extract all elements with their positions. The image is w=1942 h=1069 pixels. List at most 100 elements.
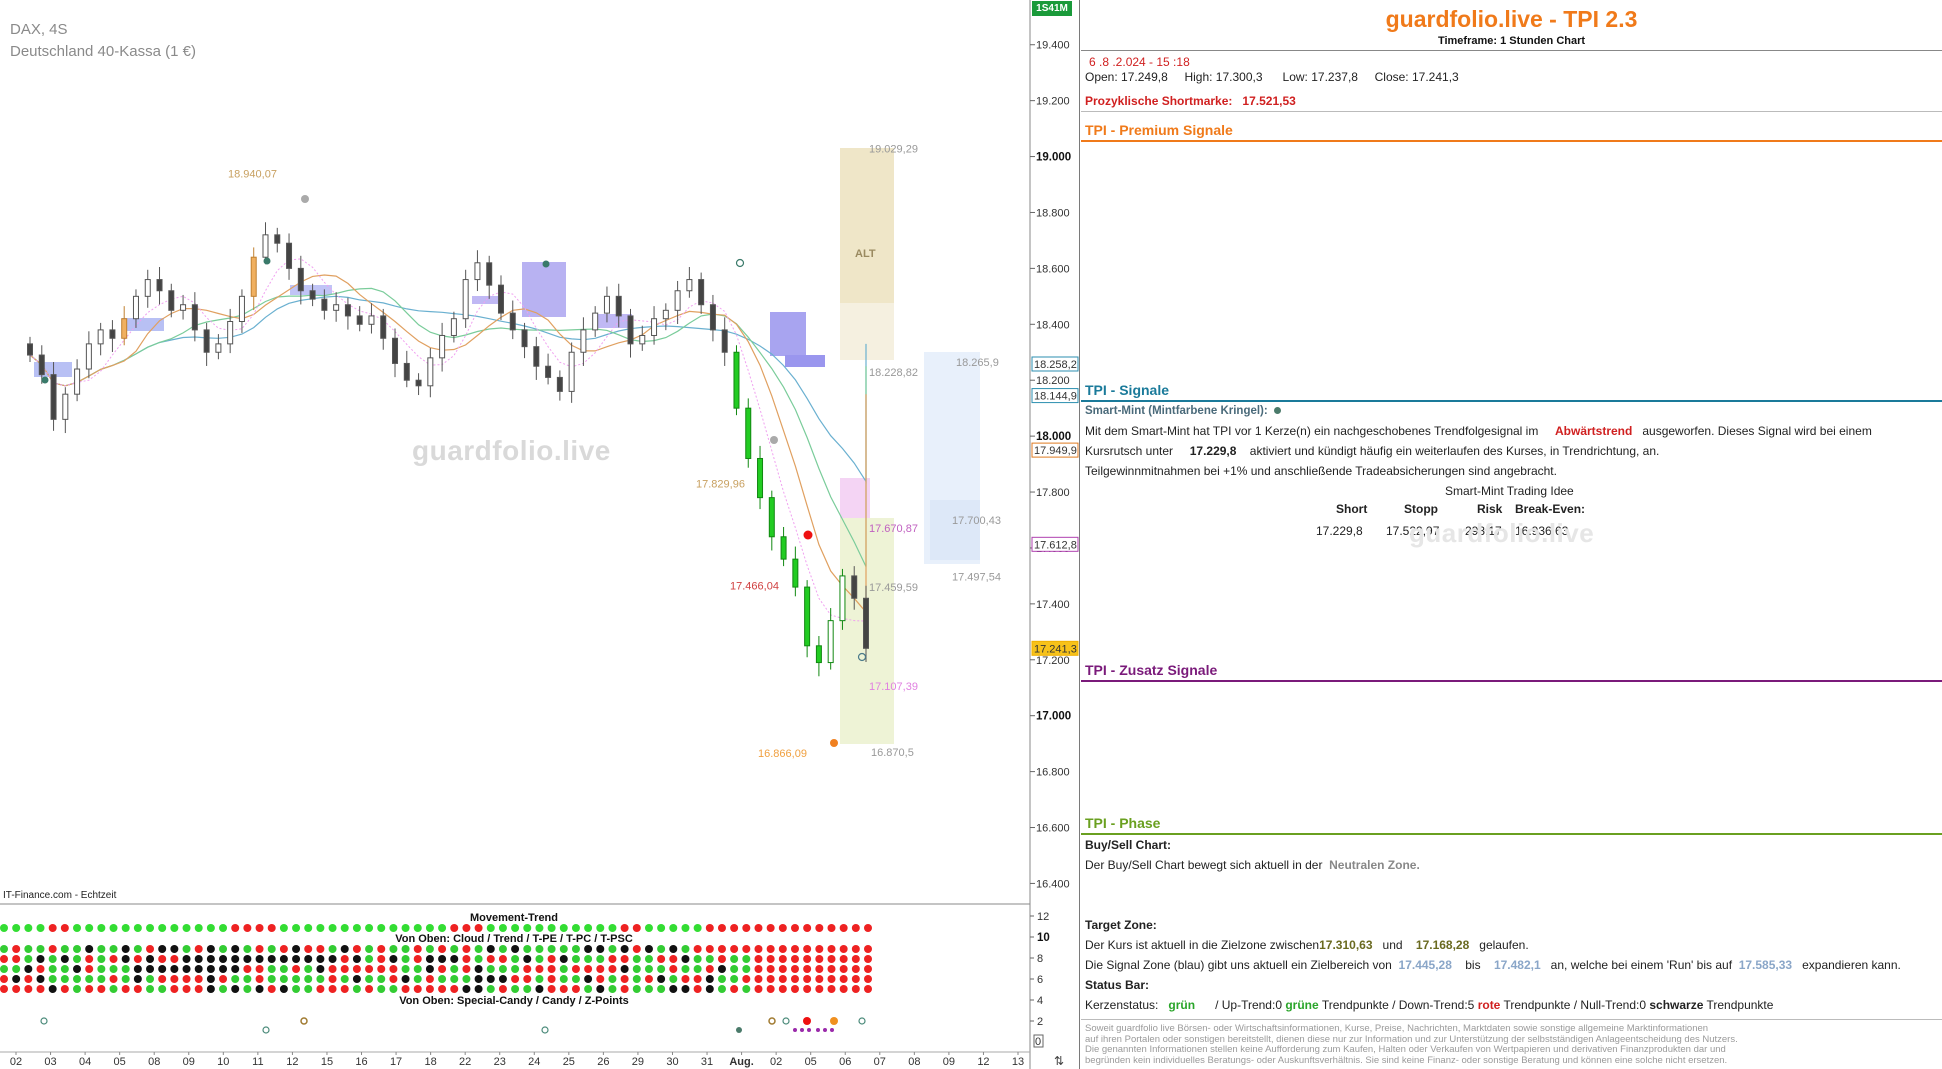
trend-dot <box>231 965 240 973</box>
candle-body <box>674 290 681 311</box>
x-tick-label: 29 <box>632 1056 644 1068</box>
trend-dot <box>815 965 824 973</box>
trend-dot <box>85 945 94 953</box>
candle-body <box>815 645 822 664</box>
trend-dot <box>693 945 702 953</box>
candle-body <box>839 575 846 622</box>
price-chart[interactable]: 19.400 19.200 19.000 18.800 18.600 18.400 18.2… <box>0 0 1080 1069</box>
trend-dot <box>352 965 361 973</box>
trend-dot <box>389 955 398 963</box>
candle-body <box>191 304 198 331</box>
trend-dot <box>851 985 860 993</box>
trend-dot <box>730 975 739 983</box>
y-tick-label: 19.200 <box>1036 96 1070 108</box>
y-tick-label: 18.200 <box>1036 375 1070 387</box>
trend-dot <box>97 985 106 993</box>
x-tick-label: 24 <box>528 1056 540 1068</box>
price-annotation: 17.497,54 <box>952 571 1001 583</box>
trend-dot <box>377 945 386 953</box>
trend-dot <box>279 924 288 932</box>
trend-dot <box>304 965 313 973</box>
trend-dot <box>340 975 349 983</box>
trend-dot <box>316 965 325 973</box>
trend-dot <box>778 924 787 932</box>
trend-dot <box>219 975 228 983</box>
trend-dot <box>474 945 483 953</box>
purple-box-1 <box>770 312 806 356</box>
bottom-value-box <box>1033 1034 1044 1048</box>
alt-zone-mid <box>840 303 894 360</box>
mint-ring-1 <box>735 258 745 268</box>
trend-dot <box>632 945 641 953</box>
candle-body <box>639 334 646 345</box>
trend-dot <box>486 965 495 973</box>
trend-dot <box>97 975 106 983</box>
trend-dot <box>632 975 641 983</box>
trend-dot <box>146 924 155 932</box>
trend-dot <box>24 985 33 993</box>
y-axis: 19.400 19.200 19.000 18.800 18.600 18.400 18.2… <box>1030 40 1071 890</box>
scale-icon[interactable]: ⇅ <box>1054 1054 1065 1068</box>
trend-dot <box>766 985 775 993</box>
annotations: 18.940,07 19.029,29 18.228,82 18.265,9 17.82… <box>228 143 1001 760</box>
trend-dot <box>255 924 264 932</box>
movement-trend-y-axis: 12 10 8 6 4 2 <box>1030 911 1050 1028</box>
chart-pane[interactable]: 19.400 19.200 19.000 18.800 18.600 18.400 18.2… <box>0 0 1080 1069</box>
trend-dot <box>790 955 799 963</box>
trend-dot <box>377 985 386 993</box>
trend-dot <box>462 955 471 963</box>
trend-dot <box>705 955 714 963</box>
trend-dot <box>231 975 240 983</box>
trend-dot <box>243 924 252 932</box>
trend-dot <box>644 965 653 973</box>
trend-dot <box>498 985 507 993</box>
x-tick-label: 05 <box>805 1056 817 1068</box>
x-tick-label: 10 <box>217 1056 229 1068</box>
trend-dot <box>158 955 167 963</box>
candle-body <box>545 365 552 378</box>
trend-dot <box>292 955 301 963</box>
trend-dot <box>596 924 605 932</box>
info-panel: guardfolio.live - TPI 2.3 Timeframe: 1 S… <box>1081 0 1942 1069</box>
trend-dot <box>340 985 349 993</box>
red-signal-dot <box>803 530 813 540</box>
trend-dot <box>803 965 812 973</box>
trend-dot <box>730 955 739 963</box>
trend-dot <box>584 985 593 993</box>
trend-dot <box>827 945 836 953</box>
trading-idea-title: Smart-Mint Trading Idee <box>1445 484 1574 498</box>
trend-dot <box>790 985 799 993</box>
trend-dot <box>97 924 106 932</box>
trend-dot <box>255 945 264 953</box>
trend-dot <box>571 924 580 932</box>
candle-body <box>321 298 328 311</box>
trend-dot <box>304 955 313 963</box>
candle-body <box>286 242 293 269</box>
trend-dot <box>827 985 836 993</box>
trend-dot <box>815 945 824 953</box>
trend-dot <box>584 924 593 932</box>
trend-dot <box>778 945 787 953</box>
orange-signal-dot <box>830 739 838 747</box>
trend-dot <box>815 985 824 993</box>
trend-dot <box>450 945 459 953</box>
trend-dot <box>511 955 520 963</box>
price-annotation: 17.107,39 <box>869 681 918 693</box>
buysell-title: Buy/Sell Chart: <box>1085 838 1172 852</box>
trend-dot <box>328 945 337 953</box>
trend-dot <box>36 965 45 973</box>
trend-dot <box>608 955 617 963</box>
candle-body <box>509 312 516 331</box>
phase-title: TPI - Phase <box>1085 815 1161 831</box>
candle-body <box>333 304 340 311</box>
trend-dot <box>60 985 69 993</box>
trend-dot <box>377 975 386 983</box>
candle-body <box>733 351 740 409</box>
x-axis: 02 03 04 05 08 09 10 11 12 15 16 17 18 22 23 24 25 26 29 30… <box>10 1052 1024 1068</box>
trend-dot <box>0 924 8 932</box>
trend-dot <box>523 965 532 973</box>
trend-dot <box>401 924 410 932</box>
trend-dot <box>462 945 471 953</box>
price-tag-box <box>1031 536 1079 552</box>
trend-dot <box>450 924 459 932</box>
